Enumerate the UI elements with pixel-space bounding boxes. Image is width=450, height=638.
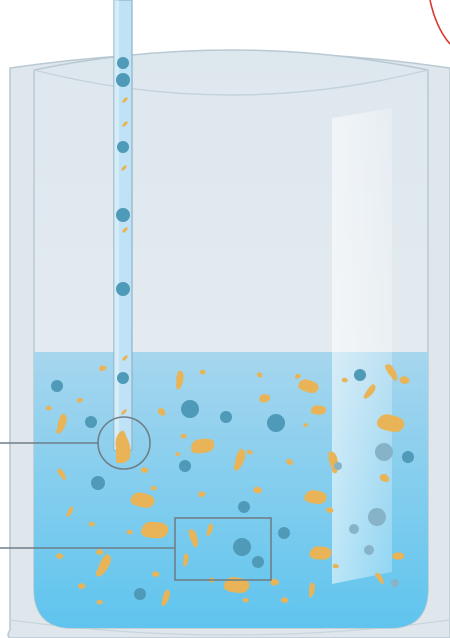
- liquid-particle: [256, 372, 263, 378]
- liquid-bubble: [391, 579, 399, 587]
- liquid-particle: [399, 376, 410, 384]
- liquid-bubble: [134, 588, 146, 600]
- liquid-particle: [130, 492, 155, 508]
- liquid-particle: [384, 364, 398, 381]
- outlet-particle: [115, 430, 131, 464]
- vessel-rim: [33, 69, 429, 96]
- liquid-bubble: [85, 416, 97, 428]
- tube-bubble: [117, 372, 129, 384]
- liquid-particle: [233, 448, 246, 471]
- liquid-particle: [199, 369, 206, 375]
- liquid-particle: [332, 563, 339, 569]
- liquid-particle: [223, 577, 250, 594]
- liquid-particle: [294, 373, 301, 379]
- tube-particle: [122, 355, 128, 361]
- liquid-particle: [242, 597, 249, 603]
- liquid-bubble: [238, 501, 250, 513]
- liquid-particle: [45, 405, 52, 411]
- liquid-bubble: [334, 462, 342, 470]
- liquid-particle: [66, 506, 74, 517]
- liquid-particle: [246, 449, 253, 455]
- liquid-particle: [341, 377, 348, 383]
- liquid-particle: [180, 433, 187, 439]
- liquid-particle: [76, 397, 83, 403]
- tube-bubble: [117, 141, 129, 153]
- liquid-particle: [141, 521, 169, 539]
- bubbles: [51, 369, 414, 600]
- liquid-bubble: [181, 400, 199, 418]
- liquid-particle: [183, 553, 189, 567]
- liquid-particle: [308, 582, 315, 598]
- liquid-particle: [141, 467, 149, 473]
- tube-bubble: [116, 282, 130, 296]
- circle-callout: [0, 416, 151, 470]
- tube-particle: [122, 121, 128, 127]
- liquid-particle: [392, 552, 405, 560]
- tube-bubble: [116, 73, 130, 87]
- liquid-particle: [96, 599, 103, 605]
- liquid-particle: [157, 408, 166, 416]
- liquid-particle: [206, 523, 214, 537]
- liquid-particle: [270, 578, 280, 586]
- tube-bubble: [116, 208, 130, 222]
- liquid-particle: [99, 365, 107, 372]
- liquid-bubble: [278, 527, 290, 539]
- tube-particle: [122, 97, 128, 103]
- liquid-particle: [96, 553, 111, 577]
- liquid-particle: [259, 394, 271, 403]
- liquid-bubble: [402, 451, 414, 463]
- tube-particle: [121, 409, 127, 415]
- liquid-particle: [56, 413, 67, 434]
- liquid-particle: [375, 572, 384, 585]
- liquid-particle: [96, 549, 104, 555]
- liquid-bubble: [375, 443, 393, 461]
- liquid-particle: [126, 529, 133, 535]
- liquid-bubble: [349, 524, 359, 534]
- liquid-particle: [309, 546, 332, 560]
- tube-bubble: [117, 57, 129, 69]
- glass-glare: [332, 108, 392, 584]
- liquid-bubble: [354, 369, 366, 381]
- liquid-bubble: [368, 508, 386, 526]
- liquid-particle: [304, 490, 327, 504]
- liquid-particle: [188, 529, 198, 548]
- liquid-particle: [190, 438, 215, 454]
- liquid-particle: [303, 423, 309, 427]
- liquid-bubble: [364, 545, 374, 555]
- liquid-particle: [253, 486, 262, 494]
- liquid-bubble: [233, 538, 251, 556]
- liquid-particle: [176, 370, 184, 390]
- liquid-bubble: [220, 411, 232, 423]
- liquid-particle: [57, 468, 66, 481]
- liquid-particle: [376, 414, 405, 432]
- liquid-particle: [161, 589, 170, 606]
- liquid-bubble: [179, 460, 191, 472]
- liquid-bubble: [267, 414, 285, 432]
- liquid-particle: [298, 379, 319, 394]
- box-callout: [0, 517, 272, 581]
- tube-particle: [121, 165, 127, 171]
- liquid-particle: [56, 553, 64, 559]
- tube-contents: [116, 57, 130, 415]
- liquid-particle: [326, 507, 334, 513]
- liquid-particle: [152, 571, 160, 577]
- liquid-particle: [379, 473, 390, 482]
- liquid-particle: [363, 384, 376, 399]
- liquid-bubble: [252, 556, 264, 568]
- liquid-particle: [198, 491, 206, 498]
- liquid-bubble: [51, 380, 63, 392]
- liquid-particle: [88, 521, 95, 527]
- liquid-particle: [286, 458, 294, 466]
- liquid-particle: [78, 583, 86, 589]
- liquid-particle: [175, 452, 181, 456]
- liquid-particle: [310, 405, 327, 415]
- liquid-particle: [150, 485, 157, 491]
- liquid-bubble: [91, 476, 105, 490]
- tube-particle: [122, 227, 128, 233]
- liquid-particle: [281, 597, 289, 603]
- red-arc: [429, 0, 450, 45]
